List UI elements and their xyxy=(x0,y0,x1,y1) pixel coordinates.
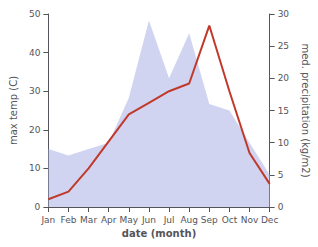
svg-text:10: 10 xyxy=(29,163,41,173)
svg-text:max temp (C): max temp (C) xyxy=(8,76,19,145)
svg-text:Mar: Mar xyxy=(80,215,97,225)
svg-text:Dec: Dec xyxy=(261,215,278,225)
svg-text:15: 15 xyxy=(278,106,289,116)
svg-text:10: 10 xyxy=(278,138,290,148)
svg-text:Jan: Jan xyxy=(40,215,55,225)
svg-text:Nov: Nov xyxy=(241,215,259,225)
svg-text:0: 0 xyxy=(35,202,41,212)
svg-text:Jun: Jun xyxy=(141,215,156,225)
svg-text:5: 5 xyxy=(278,170,284,180)
svg-text:Sep: Sep xyxy=(201,215,218,225)
svg-text:25: 25 xyxy=(278,41,289,51)
svg-text:Aug: Aug xyxy=(180,215,198,225)
svg-text:40: 40 xyxy=(29,48,41,58)
svg-text:20: 20 xyxy=(278,73,290,83)
svg-text:May: May xyxy=(120,215,139,225)
svg-text:50: 50 xyxy=(29,9,41,19)
svg-text:0: 0 xyxy=(278,202,284,212)
svg-text:30: 30 xyxy=(278,9,290,19)
svg-text:Apr: Apr xyxy=(101,215,117,225)
svg-text:Feb: Feb xyxy=(61,215,77,225)
svg-text:Jul: Jul xyxy=(163,215,175,225)
svg-text:20: 20 xyxy=(29,125,41,135)
svg-text:30: 30 xyxy=(29,86,41,96)
svg-text:Oct: Oct xyxy=(222,215,238,225)
svg-text:med. precipitation (kg/m2): med. precipitation (kg/m2) xyxy=(300,43,311,177)
svg-text:date (month): date (month) xyxy=(122,228,196,239)
